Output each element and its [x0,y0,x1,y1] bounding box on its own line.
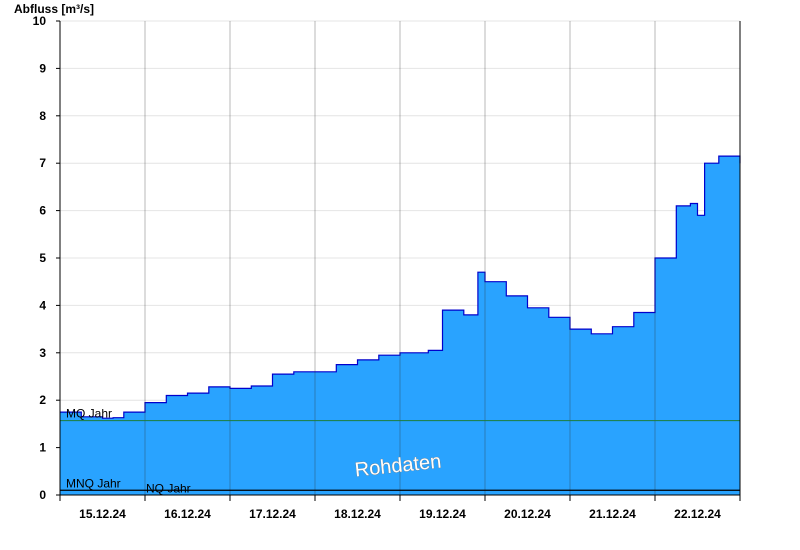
x-tick-label: 19.12.24 [419,507,466,521]
x-tick-label: 22.12.24 [674,507,721,521]
reference-lines: MQ Jahr MNQ Jahr NQ Jahr [60,407,740,495]
axes: 0 1 2 3 4 5 6 7 8 9 10 15.12.24 16.12.24 17.12.24 18.1… [33,14,741,521]
y-tick-label: 4 [39,298,46,312]
y-tick-label: 0 [39,488,46,502]
reference-line-label: MNQ Jahr [66,476,121,490]
y-tick-label: 1 [39,441,46,455]
y-tick-label: 3 [39,346,46,360]
x-tick-label: 18.12.24 [334,507,381,521]
x-tick-label: 16.12.24 [164,507,211,521]
y-axis-title: Abfluss [m³/s] [14,2,94,16]
y-tick-label: 8 [39,109,46,123]
reference-line-label: MQ Jahr [66,407,112,421]
x-tick-label: 20.12.24 [504,507,551,521]
y-tick-label: 7 [39,156,46,170]
x-tick-label: 17.12.24 [249,507,296,521]
reference-line-label: NQ Jahr [146,481,191,495]
y-tick-label: 9 [39,61,46,75]
x-tick-label: 15.12.24 [79,507,126,521]
y-tick-label: 5 [39,251,46,265]
y-tick-label: 6 [39,204,46,218]
x-tick-label: 21.12.24 [589,507,636,521]
y-tick-label: 2 [39,393,46,407]
y-tick-label: 10 [33,14,47,28]
plot-area [60,21,741,495]
